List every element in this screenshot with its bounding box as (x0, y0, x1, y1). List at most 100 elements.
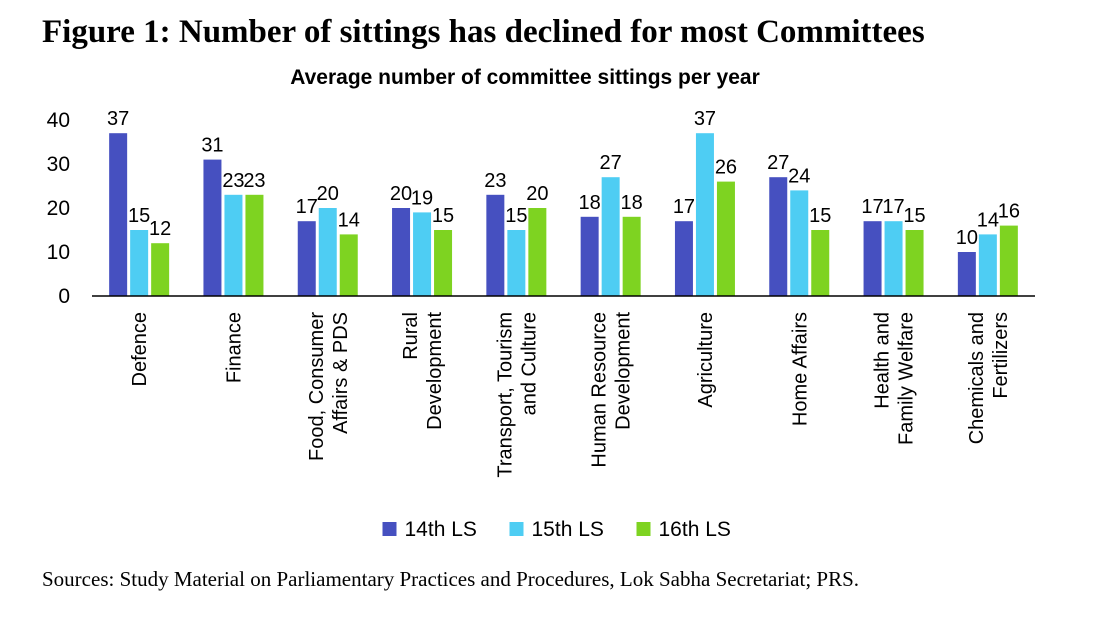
bar (245, 194, 264, 296)
data-label: 20 (526, 183, 548, 205)
x-tick-label: Chemicals and Fertilizers (966, 312, 1012, 444)
legend-swatch (509, 522, 524, 536)
sources-note: Sources: Study Material on Parliamentary… (42, 567, 860, 591)
x-tick-label-line: Development (424, 312, 446, 430)
bar (151, 243, 170, 296)
legend: 14th LS 15th LS 16th LS (382, 518, 731, 541)
data-label: 23 (222, 170, 244, 192)
y-axis: 0 10 20 30 40 (47, 109, 70, 308)
data-label: 12 (149, 218, 171, 240)
bar (413, 212, 432, 296)
bar (905, 230, 924, 296)
data-label: 23 (243, 170, 265, 192)
bar (130, 230, 149, 296)
bar (695, 133, 714, 296)
x-tick-label: Agriculture (695, 312, 717, 408)
data-label: 18 (621, 192, 643, 214)
bar (434, 230, 453, 296)
chart-title: Average number of committee sittings per… (290, 66, 760, 89)
bar (507, 230, 526, 296)
data-label: 15 (432, 205, 454, 227)
y-tick-label: 20 (47, 197, 70, 220)
data-label: 17 (673, 196, 695, 218)
bar (622, 216, 641, 296)
x-tick-label-line: and Culture (518, 312, 540, 415)
bar (580, 216, 599, 296)
x-tick-label: Health and Family Welfare (872, 312, 918, 445)
x-tick-label-line: Chemicals and (966, 312, 988, 444)
bar (884, 221, 903, 296)
bar (957, 252, 976, 296)
data-label: 31 (201, 135, 223, 157)
bar (318, 208, 337, 296)
y-tick-label: 40 (47, 109, 70, 132)
y-tick-label: 10 (47, 241, 70, 264)
x-tick-label: Home Affairs (789, 312, 811, 426)
bar (486, 194, 505, 296)
bar (224, 194, 243, 296)
bar (674, 221, 693, 296)
data-label: 17 (861, 196, 883, 218)
bar (769, 177, 788, 296)
y-tick-label: 0 (58, 285, 70, 308)
x-tick-label: Defence (129, 312, 151, 387)
data-label: 19 (411, 187, 433, 209)
data-label: 37 (107, 108, 129, 130)
legend-label: 14th LS (405, 518, 477, 541)
figure-title: Figure 1: Number of sittings has decline… (42, 14, 925, 50)
bar (392, 208, 411, 296)
data-label: 14 (338, 209, 360, 231)
legend-label: 16th LS (659, 518, 731, 541)
data-label: 23 (484, 170, 506, 192)
data-label: 27 (600, 152, 622, 174)
bars-group (109, 133, 1018, 296)
data-label: 16 (998, 201, 1020, 223)
data-label: 17 (882, 196, 904, 218)
x-tick-label-line: Rural (400, 312, 422, 360)
data-label: 15 (903, 205, 925, 227)
bar (109, 133, 128, 296)
bar (203, 159, 222, 296)
legend-swatch (636, 522, 651, 536)
x-tick-label-line: Finance (223, 312, 245, 383)
data-label: 10 (956, 227, 978, 249)
bar (339, 234, 358, 296)
bar (978, 234, 997, 296)
data-label: 17 (296, 196, 318, 218)
bar (863, 221, 882, 296)
bar (716, 181, 735, 296)
data-label: 20 (390, 183, 412, 205)
x-tick-label-line: Defence (129, 312, 151, 387)
data-label: 15 (809, 205, 831, 227)
x-tick-label-line: Health and (872, 312, 894, 409)
x-tick-label: Rural Development (400, 312, 446, 430)
data-label: 27 (767, 152, 789, 174)
bar (999, 225, 1018, 296)
x-tick-label: Food, Consumer Affairs & PDS (306, 312, 352, 461)
data-label: 37 (694, 108, 716, 130)
data-label: 24 (788, 165, 810, 187)
data-label: 15 (505, 205, 527, 227)
y-tick-label: 30 (47, 153, 70, 176)
x-tick-label-line: Agriculture (695, 312, 717, 408)
data-label: 26 (715, 157, 737, 179)
x-tick-label-line: Family Welfare (896, 312, 918, 445)
x-tick-label: Human Resource Development (589, 312, 635, 468)
x-tick-label-line: Development (613, 312, 635, 430)
bar (297, 221, 316, 296)
data-label: 14 (977, 209, 999, 231)
x-tick-label-line: Food, Consumer (306, 312, 328, 461)
legend-swatch (382, 522, 397, 536)
legend-label: 15th LS (532, 518, 604, 541)
bar (601, 177, 620, 296)
x-tick-label-line: Transport, Tourism (494, 312, 516, 478)
data-label: 20 (317, 183, 339, 205)
x-tick-label-line: Affairs & PDS (330, 312, 352, 434)
bar (811, 230, 830, 296)
bar (790, 190, 809, 296)
x-tick-label-line: Fertilizers (990, 312, 1012, 399)
data-label: 15 (128, 205, 150, 227)
x-axis-labels: Defence Finance Food, Consumer Affairs & PD… (129, 312, 1012, 478)
bar (528, 208, 547, 296)
